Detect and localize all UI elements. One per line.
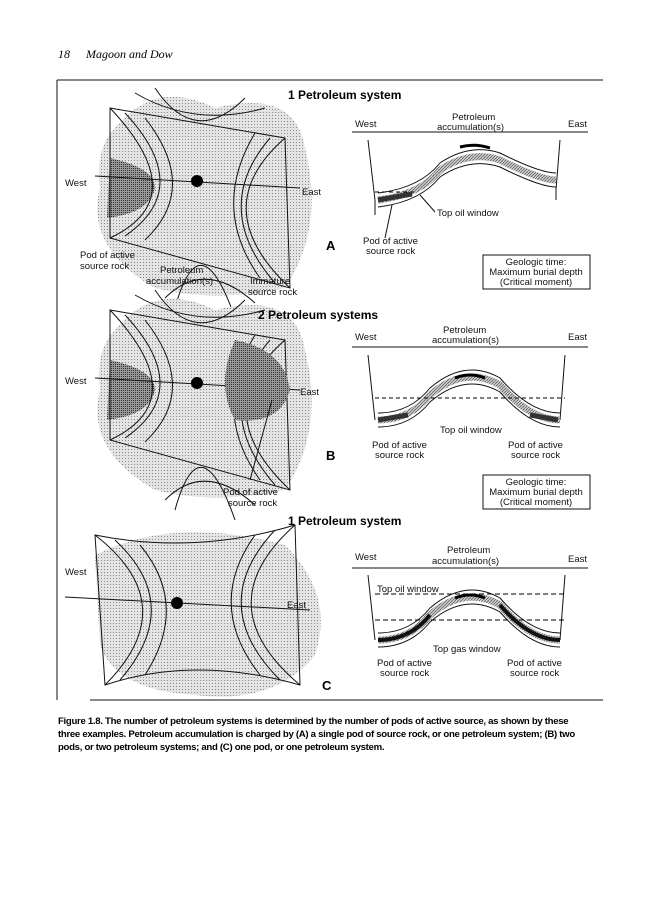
- section-pod-right: source rock: [511, 450, 560, 461]
- map-label-east: East: [302, 187, 321, 198]
- time-box-line: (Critical moment): [500, 277, 572, 288]
- map-label-west: West: [65, 567, 87, 578]
- time-box-line: Maximum burial depth: [489, 267, 582, 278]
- section-pod: source rock: [366, 246, 415, 257]
- map-b: [94, 289, 313, 521]
- section-east: East: [568, 554, 587, 565]
- panel-b: 2 Petroleum systems West East Pod of act…: [65, 289, 591, 521]
- section-pod-left: Pod of active: [377, 658, 432, 669]
- map-label-pod: source rock: [80, 261, 129, 272]
- section-west: West: [355, 119, 377, 130]
- section-accum: accumulation(s): [432, 556, 499, 567]
- section-east: East: [568, 119, 587, 130]
- section-gas-window: Top gas window: [433, 644, 501, 655]
- page-number: 18: [58, 47, 70, 61]
- panel-letter: C: [322, 678, 332, 693]
- section-pod-left: Pod of active: [372, 440, 427, 451]
- panel-title: 2 Petroleum systems: [258, 308, 378, 322]
- section-accum: Petroleum: [452, 112, 495, 123]
- map-label-accum: accumulation(s): [146, 276, 213, 287]
- figure-caption: Figure 1.8. The number of petroleum syst…: [58, 716, 576, 753]
- section-pod-left: source rock: [380, 668, 429, 679]
- panel-title: 1 Petroleum system: [288, 514, 401, 528]
- section-accum: accumulation(s): [432, 335, 499, 346]
- cross-section-a: West East Petroleum accumulation(s) Top …: [352, 112, 588, 257]
- section-pod-right: source rock: [510, 668, 559, 679]
- map-label-east: East: [287, 600, 306, 611]
- section-pod-right: Pod of active: [507, 658, 562, 669]
- map-c: [64, 524, 321, 697]
- section-pod-right: Pod of active: [508, 440, 563, 451]
- section-east: East: [568, 332, 587, 343]
- panel-title: 1 Petroleum system: [288, 88, 401, 102]
- map-label-west: West: [65, 178, 87, 189]
- cross-section-b: West East Petroleum accumulation(s) Top …: [352, 325, 588, 461]
- panel-letter: B: [326, 448, 335, 463]
- section-accum: Petroleum: [443, 325, 486, 336]
- geologic-time-box-b: Geologic time: Maximum burial depth (Cri…: [482, 474, 591, 510]
- section-oil-window: Top oil window: [440, 425, 502, 436]
- cross-section-c: West East Petroleum accumulation(s) Top …: [352, 545, 588, 679]
- caption-line: three examples. Petroleum accumulation i…: [58, 729, 575, 740]
- time-box-line: (Critical moment): [500, 497, 572, 508]
- map-label-east: East: [300, 387, 319, 398]
- time-box-line: Geologic time:: [506, 477, 567, 488]
- section-accum: Petroleum: [447, 545, 490, 556]
- running-title: Magoon and Dow: [85, 47, 173, 61]
- figure-frame: [56, 79, 603, 701]
- section-pod-left: source rock: [375, 450, 424, 461]
- section-accum: accumulation(s): [437, 122, 504, 133]
- caption-line: Figure 1.8. The number of petroleum syst…: [58, 716, 568, 727]
- panel-c: 1 Petroleum system West East C West East…: [64, 514, 588, 697]
- section-west: West: [355, 332, 377, 343]
- map-label-immature: Immature: [250, 276, 290, 287]
- section-pod: Pod of active: [363, 236, 418, 247]
- map-label-pod: source rock: [228, 498, 277, 509]
- geologic-time-box-a: Geologic time: Maximum burial depth (Cri…: [482, 254, 591, 290]
- section-west: West: [355, 552, 377, 563]
- section-oil-window: Top oil window: [437, 208, 499, 219]
- map-label-immature: source rock: [248, 287, 297, 298]
- section-oil-window: Top oil window: [377, 584, 439, 595]
- time-box-line: Maximum burial depth: [489, 487, 582, 498]
- map-label-accum: Petroleum: [160, 265, 203, 276]
- map-label-pod: Pod of active: [223, 487, 278, 498]
- panel-letter: A: [326, 238, 336, 253]
- map-label-west: West: [65, 376, 87, 387]
- panel-a: 1 Petroleum system West East Pod of acti…: [65, 87, 591, 319]
- time-box-line: Geologic time:: [506, 257, 567, 268]
- caption-line: pods, or two petroleum systems; and (C) …: [58, 742, 384, 753]
- map-label-pod: Pod of active: [80, 250, 135, 261]
